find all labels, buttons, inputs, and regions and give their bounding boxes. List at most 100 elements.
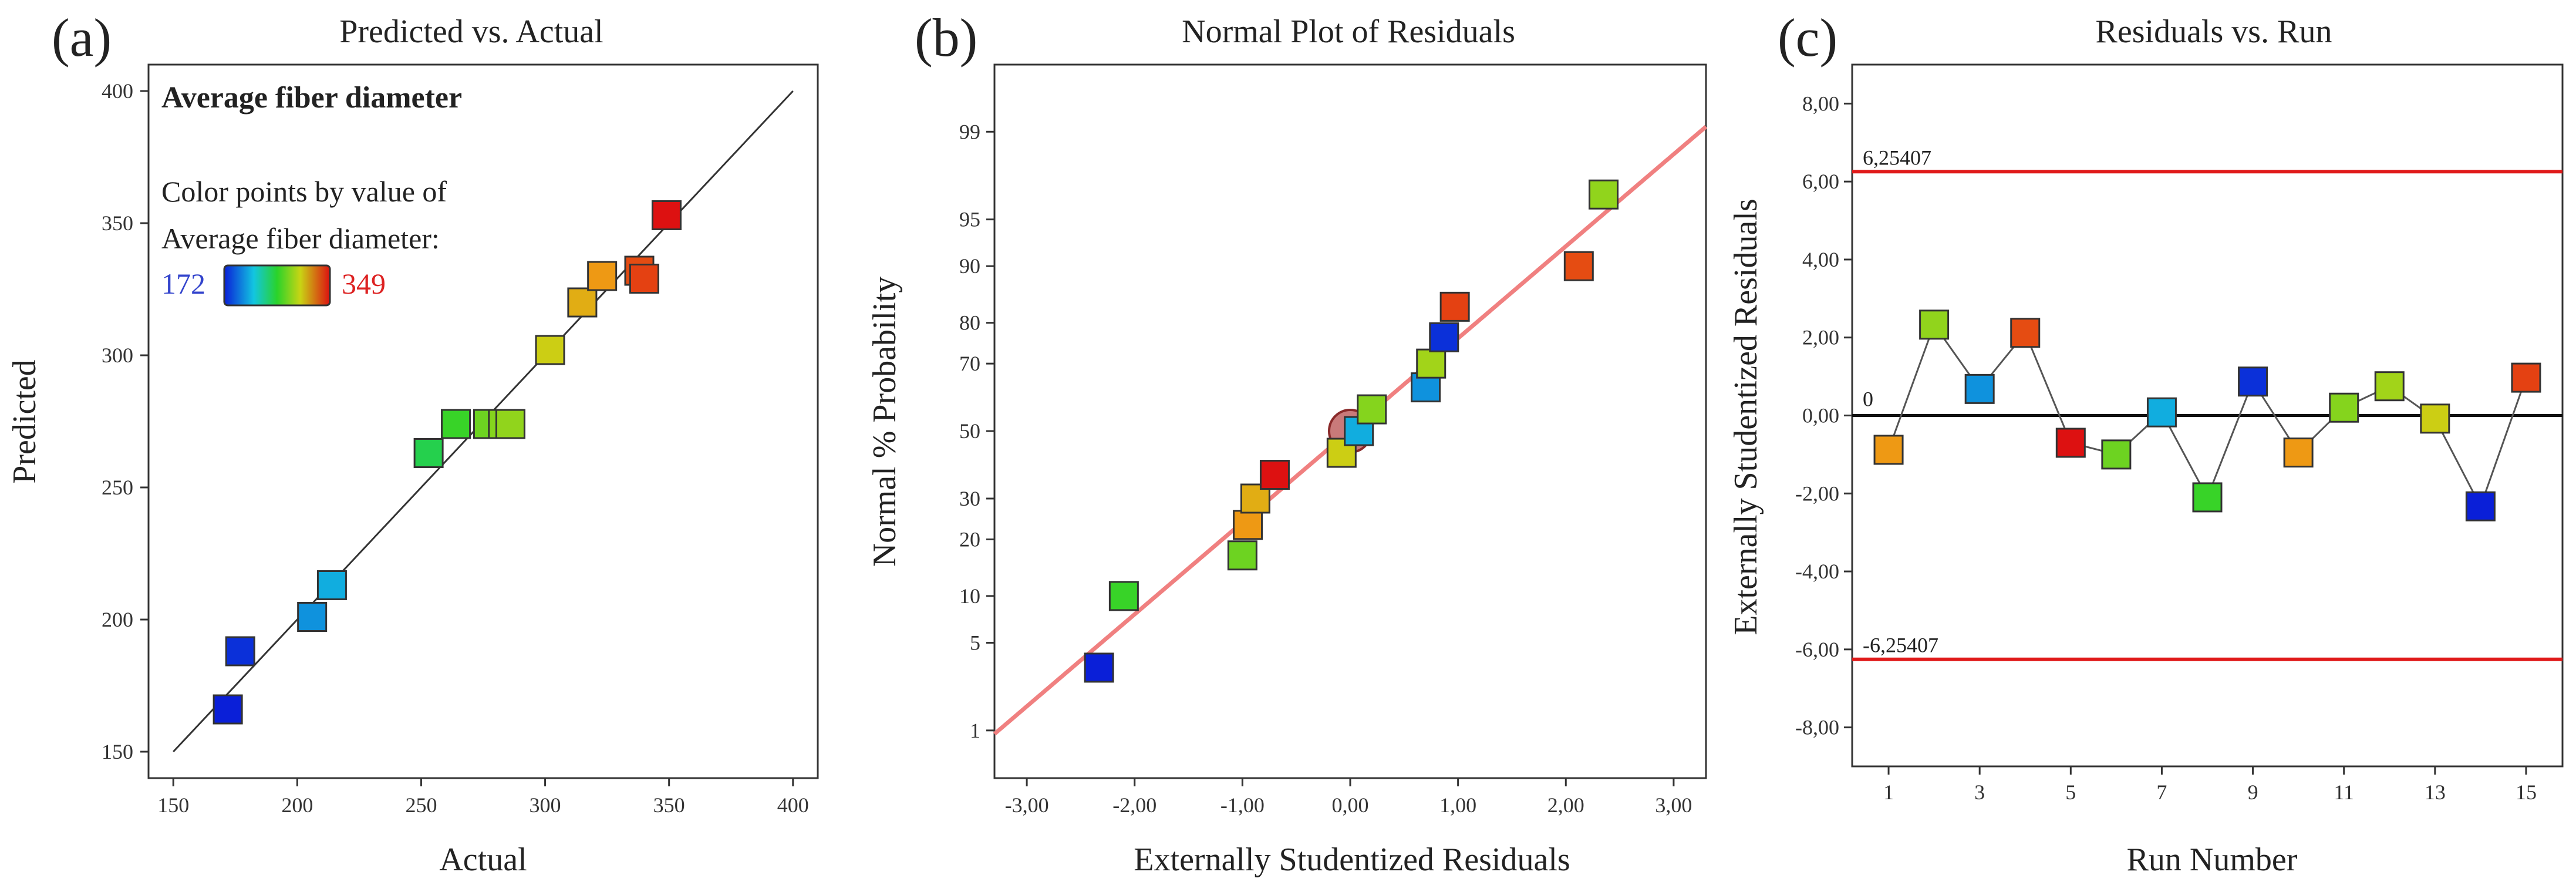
y-tick-label: 200 <box>102 608 133 631</box>
y-tick-label: 400 <box>102 79 133 103</box>
data-point <box>2465 491 2496 521</box>
panel-b: (b) Normal Plot of Residuals -3,00 -2,00 -… <box>866 8 1708 878</box>
x-tick-label: 300 <box>530 793 561 817</box>
panel-c-letter: (c) <box>1778 8 1837 68</box>
data-point <box>629 264 659 294</box>
x-tick-label: 9 <box>2248 780 2258 804</box>
color-scale-bar <box>223 264 331 307</box>
data-point <box>225 636 255 667</box>
x-tick-label: -3,00 <box>1005 793 1049 817</box>
data-point <box>587 261 618 291</box>
panel-a-points <box>213 200 682 725</box>
data-point <box>1233 510 1263 540</box>
data-point <box>1259 460 1290 490</box>
y-tick-label: 150 <box>102 740 133 763</box>
panel-b-title: Normal Plot of Residuals <box>1182 14 1515 50</box>
x-tick-label: 5 <box>2065 780 2076 804</box>
y-tick-label: 1 <box>970 719 980 742</box>
panel-a-ticks: 150 200 250 300 350 400 150 200 250 300 350 400 <box>102 79 809 817</box>
x-tick-label: 250 <box>405 793 437 817</box>
data-point <box>495 409 525 439</box>
y-tick-label: 0,00 <box>1802 404 1839 428</box>
x-tick-label: 3,00 <box>1655 793 1692 817</box>
y-tick-label: 30 <box>959 487 980 510</box>
panel-a-x-label: Actual <box>439 842 527 878</box>
y-tick-label: 5 <box>970 631 980 654</box>
legend-line-1: Color points by value of <box>161 175 447 208</box>
y-tick-label: 90 <box>959 254 980 278</box>
data-point <box>213 694 243 725</box>
panel-c-reference-lines: 6,25407 -6,25407 0 <box>1852 146 2562 661</box>
data-point <box>441 409 471 439</box>
y-tick-label: 99 <box>959 120 980 143</box>
x-tick-label: -2,00 <box>1112 793 1156 817</box>
x-tick-label: 150 <box>157 793 189 817</box>
panel-c: (c) Residuals vs. Run 1 3 5 7 9 11 13 15-8,00-6… <box>1728 8 2564 878</box>
y-tick-label: 6,00 <box>1802 170 1839 193</box>
data-point <box>1964 373 1995 404</box>
y-tick-label: -4,00 <box>1795 560 1839 583</box>
data-point <box>297 602 328 632</box>
data-point <box>1416 348 1447 379</box>
data-point <box>1563 251 1594 281</box>
y-tick-label: 4,00 <box>1802 248 1839 271</box>
data-point <box>1873 435 1904 465</box>
data-point <box>413 438 444 468</box>
x-tick-label: 15 <box>2516 780 2537 804</box>
y-tick-label: 80 <box>959 311 980 335</box>
y-tick-label: -8,00 <box>1795 716 1839 739</box>
x-tick-label: 400 <box>777 793 809 817</box>
legend-line-2: Average fiber diameter: <box>161 222 440 255</box>
data-point <box>1084 652 1114 683</box>
y-tick-label: 2,00 <box>1802 326 1839 349</box>
panel-c-ticks: 1 3 5 7 9 11 13 15-8,00-6,00-4,00-2,000,002,004… <box>1795 92 2537 804</box>
panel-b-points <box>1084 179 1619 683</box>
data-point <box>2010 318 2041 348</box>
panel-b-y-label: Normal % Probability <box>866 277 903 567</box>
y-tick-label: 50 <box>959 419 980 443</box>
y-tick-label: 70 <box>959 352 980 375</box>
y-tick-label: 250 <box>102 476 133 499</box>
data-point <box>1357 394 1387 425</box>
data-point <box>651 200 682 230</box>
data-point <box>1589 179 1619 210</box>
panel-a: (a) Predicted vs. Actual 150 200 250 300 350… <box>6 8 819 878</box>
y-tick-label: 300 <box>102 344 133 367</box>
x-tick-label: 350 <box>653 793 685 817</box>
data-point <box>535 335 565 365</box>
x-tick-label: 7 <box>2156 780 2167 804</box>
data-point <box>1439 291 1470 322</box>
data-point <box>2146 397 2177 428</box>
y-tick-label: -2,00 <box>1795 482 1839 505</box>
data-point <box>2101 439 2132 470</box>
x-tick-label: 200 <box>281 793 313 817</box>
y-tick-label: 20 <box>959 527 980 551</box>
x-tick-label: -1,00 <box>1220 793 1265 817</box>
data-point <box>2511 362 2541 393</box>
panel-b-letter: (b) <box>915 8 977 68</box>
panel-a-frame <box>147 63 819 779</box>
x-tick-label: 1,00 <box>1439 793 1476 817</box>
data-point <box>1919 309 1950 340</box>
color-scale-min-label: 172 <box>161 267 205 300</box>
panel-c-x-label: Run Number <box>2127 842 2298 878</box>
panel-c-y-label: Externally Studentized Residuals <box>1728 198 1764 635</box>
panel-b-x-label: Externally Studentized Residuals <box>1134 842 1570 878</box>
panel-a-y-label: Predicted <box>6 359 43 483</box>
data-point <box>316 570 347 600</box>
panel-a-title: Predicted vs. Actual <box>339 14 603 50</box>
data-point <box>2055 428 2086 458</box>
data-point <box>1429 322 1459 352</box>
x-tick-label: 1 <box>1883 780 1894 804</box>
y-tick-label: 10 <box>959 584 980 608</box>
y-tick-label: 350 <box>102 211 133 235</box>
data-point <box>2420 403 2450 434</box>
data-point <box>567 287 598 318</box>
data-point <box>2283 438 2314 468</box>
panel-c-series <box>1873 309 2541 521</box>
data-point <box>2238 366 2268 397</box>
panel-a-heading: Average fiber diameter <box>161 81 462 115</box>
panel-a-letter: (a) <box>52 8 112 68</box>
x-tick-label: 13 <box>2425 780 2446 804</box>
